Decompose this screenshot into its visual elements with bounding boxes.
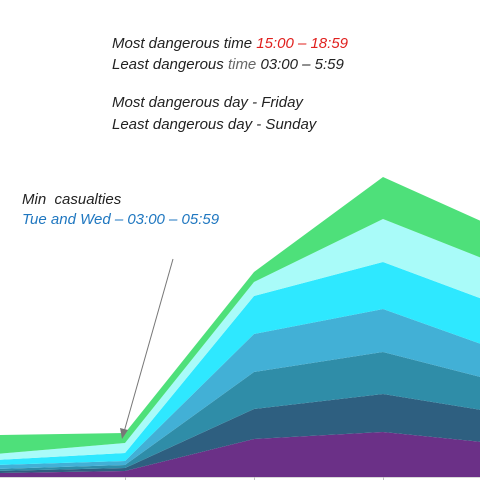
area-series-2 [0,394,480,473]
area-series-3 [0,352,480,471]
most-dangerous-time-label: Most dangerous time [112,35,253,52]
annotation-arrow [123,258,174,433]
most-dangerous-day: Most dangerous day - Friday [112,94,303,111]
area-series-6 [0,219,480,460]
least-dangerous-day: Least dangerous day - Sunday [112,116,317,133]
most-dangerous-time-value: 15:00 – 18:59 [256,35,349,52]
min-casualties-title: Min casualties [22,191,122,208]
least-dangerous-time-value: 03:00 – 5:59 [260,56,344,73]
area-series-4 [0,309,480,469]
min-casualties-detail: Tue and Wed – 03:00 – 05:59 [22,211,220,228]
area-series-group [0,177,480,477]
least-dangerous-time-word: time [227,56,257,73]
most-dangerous-time: Most dangerous time 15:00 – 18:59 [112,33,348,54]
area-series-7 [0,177,480,454]
least-dangerous-time-label: Least dangerous [112,56,224,73]
annotation-arrow-head [120,428,128,439]
area-series-1 [0,432,480,477]
area-series-5 [0,262,480,465]
least-dangerous-time: Least dangerous time 03:00 – 5:59 [112,54,344,75]
